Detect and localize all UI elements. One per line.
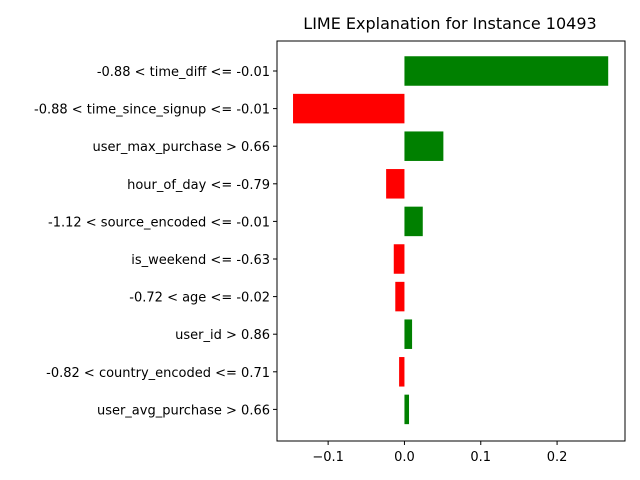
x-tick-label: 0.1 (470, 450, 491, 465)
bar-0 (404, 56, 609, 86)
y-tick-label: -0.72 < age <= -0.02 (129, 291, 270, 306)
x-axis-ticks: −0.1 0.0 0.1 0.2 (312, 441, 567, 465)
bars-group (293, 56, 609, 425)
y-tick-label: -0.88 < time_diff <= -0.01 (97, 65, 270, 80)
y-tick-label: is_weekend <= -0.63 (131, 253, 270, 268)
y-tick-label: hour_of_day <= -0.79 (127, 178, 270, 193)
y-tick-label: -1.12 < source_encoded <= -0.01 (48, 215, 270, 230)
y-tick-label: -0.88 < time_since_signup <= -0.01 (34, 103, 270, 118)
y-tick-label: -0.82 < country_encoded <= 0.71 (46, 366, 270, 381)
bar-3 (386, 169, 405, 199)
bar-7 (404, 319, 413, 349)
x-tick-label: −0.1 (312, 450, 344, 465)
bar-2 (404, 131, 444, 161)
bar-1 (293, 93, 405, 124)
x-tick-label: 0.2 (547, 450, 568, 465)
bar-9 (404, 394, 410, 425)
y-axis-ticks: -0.88 < time_diff <= -0.01 -0.88 < time_s… (34, 65, 277, 418)
bar-4 (404, 206, 423, 237)
x-tick-label: 0.0 (394, 450, 415, 465)
bar-6 (395, 281, 405, 312)
plot-frame (276, 40, 626, 442)
y-tick-label: user_avg_purchase > 0.66 (97, 403, 270, 418)
bar-5 (393, 244, 405, 274)
bar-8 (399, 357, 405, 387)
y-tick-label: user_id > 0.86 (175, 328, 270, 343)
y-tick-label: user_max_purchase > 0.66 (93, 140, 270, 155)
chart-title: LIME Explanation for Instance 10493 (303, 14, 596, 33)
